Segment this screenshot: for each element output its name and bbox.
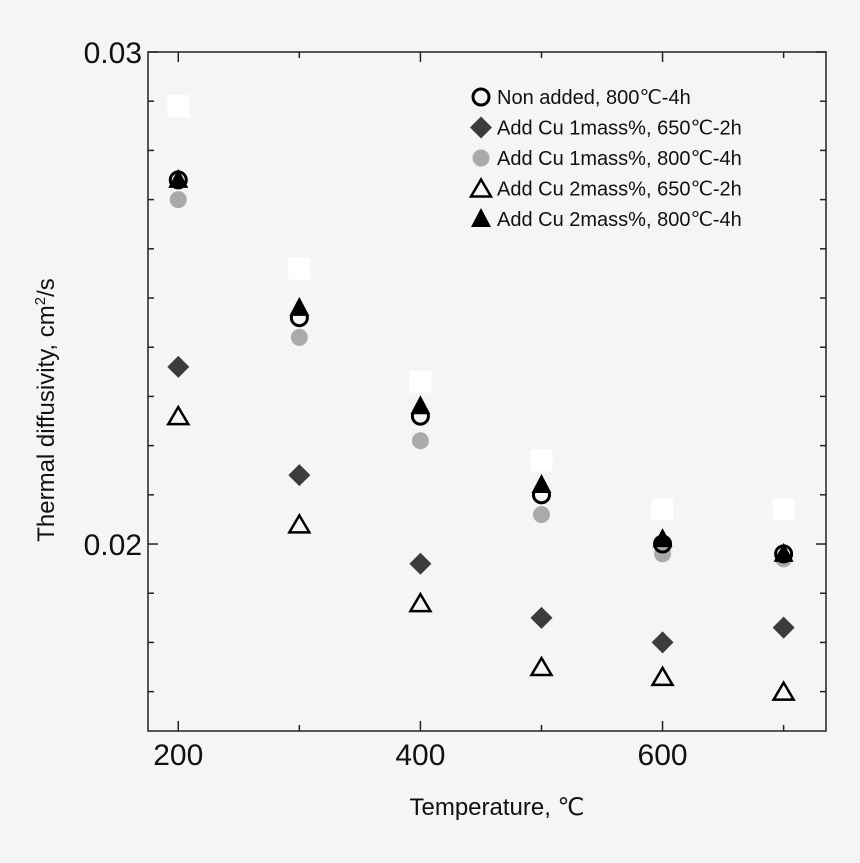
- data-point: [410, 406, 430, 426]
- data-point: [774, 544, 794, 564]
- legend-marker: [472, 149, 490, 167]
- data-point: [772, 498, 795, 521]
- legend-marker: [471, 208, 491, 227]
- data-point: [287, 512, 312, 534]
- data-point: [408, 591, 433, 613]
- data-point: [532, 506, 550, 524]
- data-point: [290, 328, 308, 346]
- legend-label: Add Cu 2mass%, 650℃-2h: [497, 179, 742, 201]
- series-group: [168, 170, 794, 564]
- data-point: [288, 464, 311, 487]
- data-point: [409, 370, 432, 393]
- data-point: [651, 498, 674, 521]
- data-point: [530, 449, 553, 472]
- data-point: [167, 95, 190, 118]
- data-point: [652, 528, 673, 548]
- legend-label: Add Cu 2mass%, 800℃-4h: [497, 209, 742, 231]
- legend-label: Non added, 800℃-4h: [497, 87, 691, 109]
- series-group: [167, 355, 795, 654]
- data-point: [289, 308, 309, 328]
- data-point: [168, 168, 189, 188]
- series-group: [166, 404, 796, 701]
- legend-marker: [471, 87, 491, 107]
- x-tick-label: 400: [395, 739, 445, 772]
- data-point: [772, 616, 795, 639]
- y-axis-title-main: Thermal diffusivity, cm: [33, 305, 60, 542]
- data-point: [529, 655, 554, 677]
- data-point: [167, 355, 190, 378]
- data-point: [411, 432, 429, 450]
- data-point: [166, 404, 191, 426]
- x-tick-label: 600: [638, 739, 688, 772]
- data-point: [530, 606, 553, 629]
- data-point: [653, 534, 673, 554]
- data-point: [168, 170, 188, 190]
- data-point: [409, 552, 432, 575]
- legend-marker: [468, 177, 494, 198]
- plot-frame: [147, 51, 827, 732]
- legend-marker: [470, 116, 492, 139]
- legend-label: Add Cu 1mass%, 800℃-4h: [497, 148, 742, 170]
- data-point: [531, 485, 551, 505]
- legend-label: Add Cu 1mass%, 650℃-2h: [497, 118, 742, 140]
- x-axis-title: Temperature, ℃: [409, 794, 584, 821]
- series-group: [167, 95, 795, 521]
- data-point: [651, 631, 674, 654]
- data-point: [288, 257, 311, 280]
- x-tick-label: 200: [153, 739, 203, 772]
- y-axis-title-tail: /s: [33, 278, 60, 297]
- y-tick-label: 0.03: [84, 37, 142, 70]
- y-axis-title: Thermal diffusivity, cm2/s: [32, 278, 60, 542]
- data-point: [169, 191, 187, 209]
- y-tick-label: 0.02: [84, 529, 142, 562]
- data-point: [771, 680, 796, 701]
- data-point: [773, 542, 794, 562]
- data-point: [650, 665, 675, 687]
- y-axis-title-sup: 2: [32, 297, 49, 305]
